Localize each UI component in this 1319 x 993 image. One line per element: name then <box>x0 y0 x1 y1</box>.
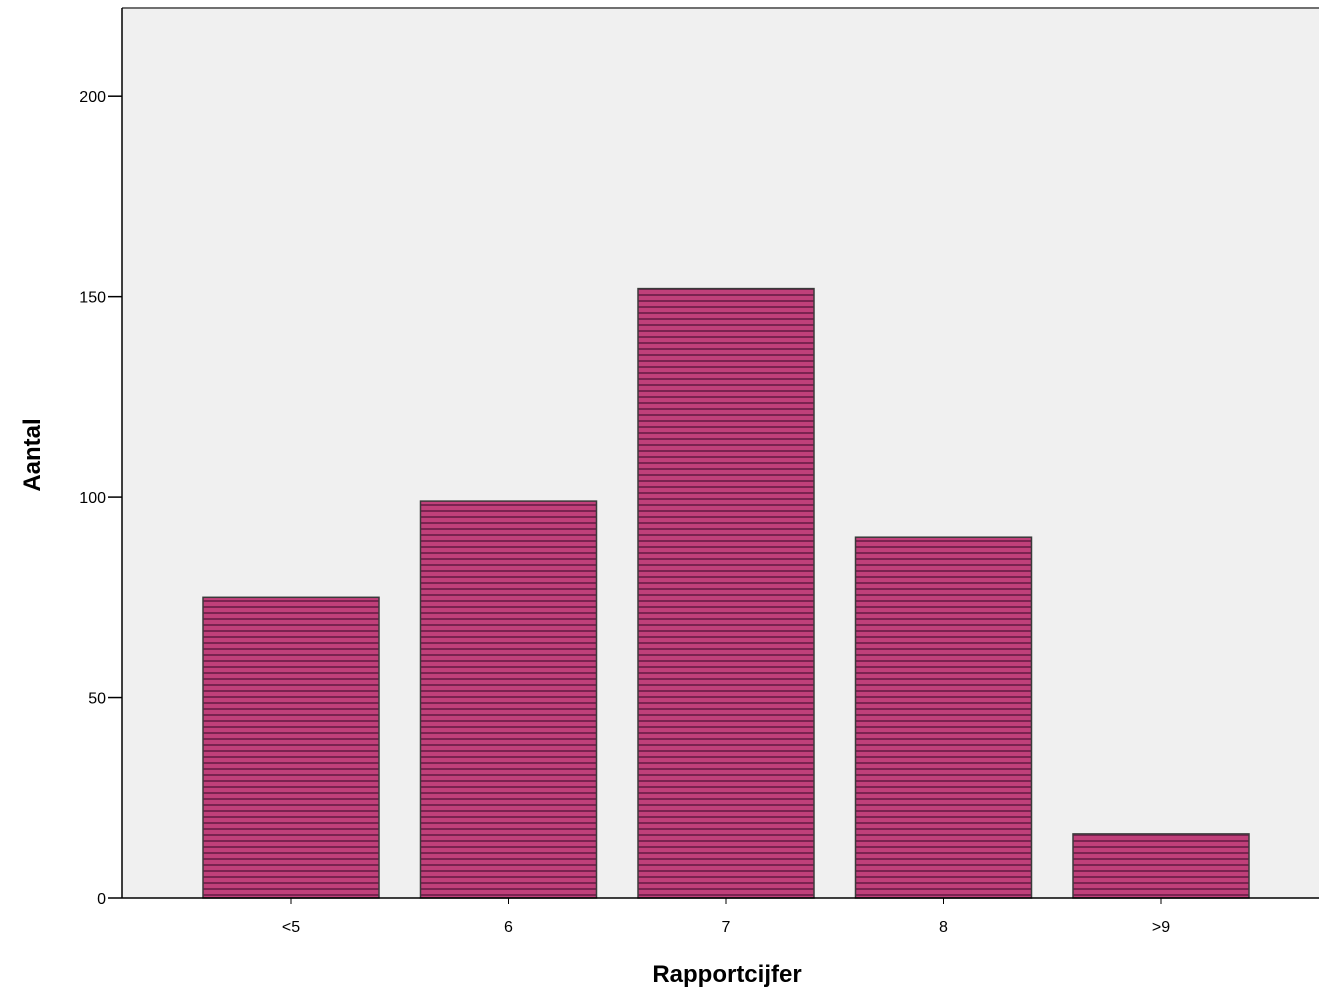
y-tick-label-0: 0 <box>97 891 106 908</box>
y-tick-label-4: 200 <box>79 89 106 106</box>
y-tick-label-2: 100 <box>79 490 106 507</box>
bar-0 <box>202 596 380 899</box>
x-tick-label-0: <5 <box>282 919 300 936</box>
bar-1 <box>419 500 598 899</box>
bars <box>202 287 1250 899</box>
bar-2 <box>637 287 815 899</box>
x-axis-title: Rapportcijfer <box>652 961 801 988</box>
axes <box>108 7 1319 899</box>
bar-4 <box>1072 833 1250 899</box>
y-tick-label-3: 150 <box>79 290 106 307</box>
axis-labels: <5 6 7 8 >9 0 50 100 150 200 <box>79 89 1170 936</box>
bar-3 <box>854 536 1033 899</box>
x-tick-label-4: >9 <box>1152 919 1170 936</box>
y-tick-label-1: 50 <box>88 691 106 708</box>
x-tick-label-3: 8 <box>939 919 948 936</box>
y-axis-title: Aantal <box>19 418 46 491</box>
x-tick-label-1: 6 <box>504 919 513 936</box>
x-tick-label-2: 7 <box>722 919 731 936</box>
